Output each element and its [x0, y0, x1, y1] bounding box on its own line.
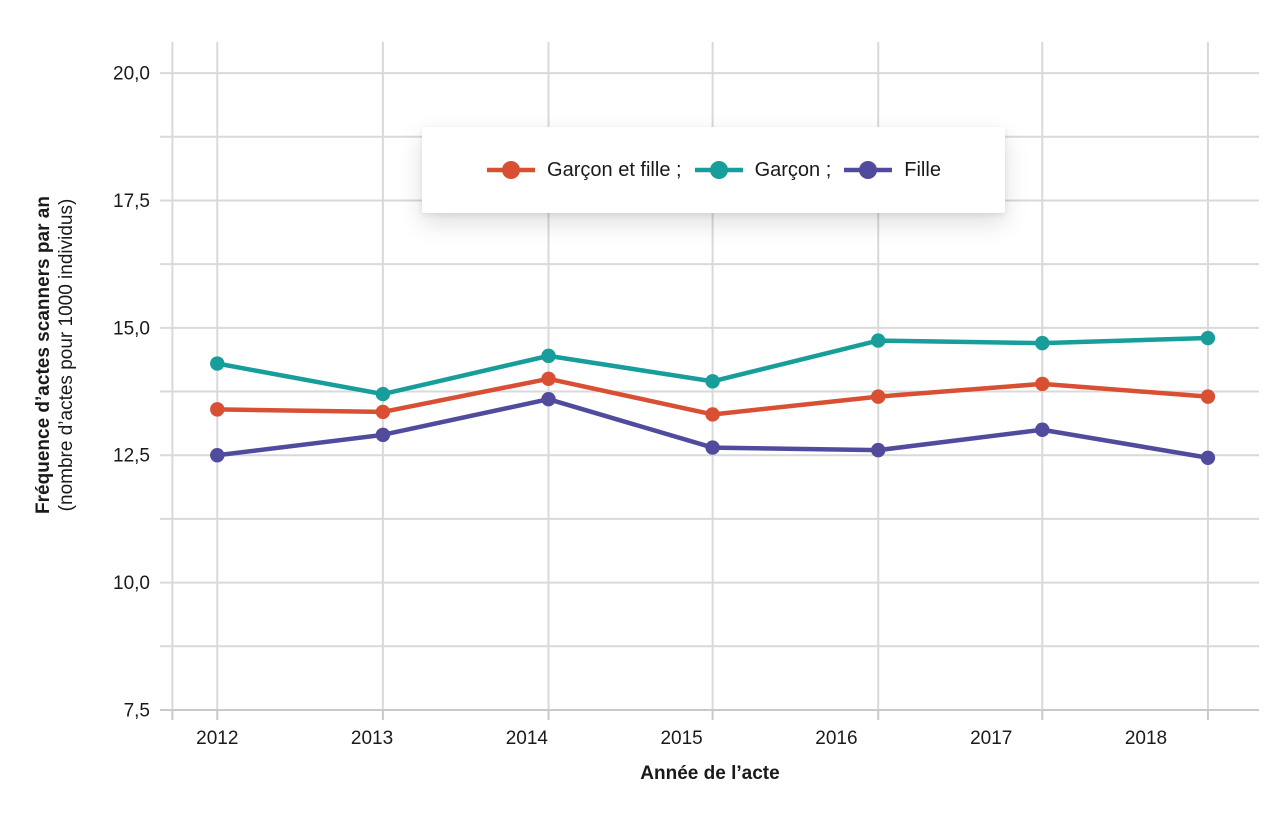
data-point-garcon: [541, 348, 556, 364]
legend-label: Fille: [904, 158, 941, 181]
data-point-garcon: [705, 374, 720, 389]
data-point-garcon-et-fille: [705, 407, 720, 422]
tick-labels: 7,5 10,0 12,5 15,0 17,5 20,0 2012 2013 2014 2015 2…: [113, 64, 1167, 749]
x-axis-title: Année de l’acte: [640, 763, 780, 784]
data-point-garcon-et-fille: [375, 404, 391, 420]
legend-marker-fille: [844, 161, 893, 179]
x-tick-label: 2017: [970, 728, 1012, 749]
data-point-garcon: [1035, 335, 1050, 351]
x-tick-label: 2015: [660, 728, 702, 749]
data-point-garcon: [210, 356, 225, 371]
y-axis-title-line1: Fréquence d’actes scanners par an: [33, 196, 54, 514]
data-point-garcon-et-fille: [541, 371, 556, 387]
data-point-fille: [871, 442, 886, 458]
legend-item-fille: Fille: [843, 159, 941, 182]
legend-item-garcon-et-fille: Garçon et fille ;: [486, 159, 682, 182]
data-point-fille: [541, 391, 556, 407]
legend: Garçon et fille ; Garçon ; Fille: [422, 127, 1005, 213]
data-point-garcon-et-fille: [210, 402, 225, 417]
y-axis-title-line2: (nombre d’actes pour 1000 individus): [56, 198, 77, 512]
y-tick-label: 12,5: [113, 446, 150, 467]
data-point-garcon: [871, 333, 886, 348]
legend-marker-garcon: [694, 161, 743, 179]
x-tick-label: 2018: [1125, 728, 1167, 749]
data-point-fille: [210, 448, 225, 463]
data-point-garcon-et-fille: [871, 389, 886, 404]
y-tick-label: 17,5: [113, 191, 150, 212]
data-point-garcon: [375, 386, 391, 402]
x-tick-label: 2014: [506, 728, 549, 749]
y-tick-label: 15,0: [113, 318, 150, 339]
data-series: [210, 330, 1216, 465]
data-point-fille: [375, 427, 391, 443]
x-tick-label: 2012: [196, 728, 238, 749]
legend-marker-garcon-et-fille: [487, 161, 536, 179]
legend-label: Garçon et fille ;: [547, 158, 682, 181]
y-tick-label: 10,0: [113, 573, 150, 594]
y-tick-label: 20,0: [113, 64, 150, 85]
data-point-garcon: [1200, 330, 1216, 346]
axis-lines: [160, 709, 1259, 720]
data-point-fille: [1200, 450, 1216, 465]
data-point-fille: [705, 440, 720, 455]
y-axis-title: Fréquence d’actes scanners par an (nombr…: [32, 160, 78, 550]
data-point-fille: [1035, 422, 1050, 437]
data-point-garcon-et-fille: [1035, 376, 1050, 392]
gridlines: [160, 42, 1259, 711]
x-tick-label: 2016: [815, 728, 857, 749]
legend-item-garcon: Garçon ;: [694, 158, 832, 182]
x-tick-label: 2013: [351, 728, 393, 749]
legend-label: Garçon ;: [754, 158, 832, 181]
data-point-garcon-et-fille: [1200, 389, 1216, 404]
y-tick-label: 7,5: [124, 701, 150, 722]
